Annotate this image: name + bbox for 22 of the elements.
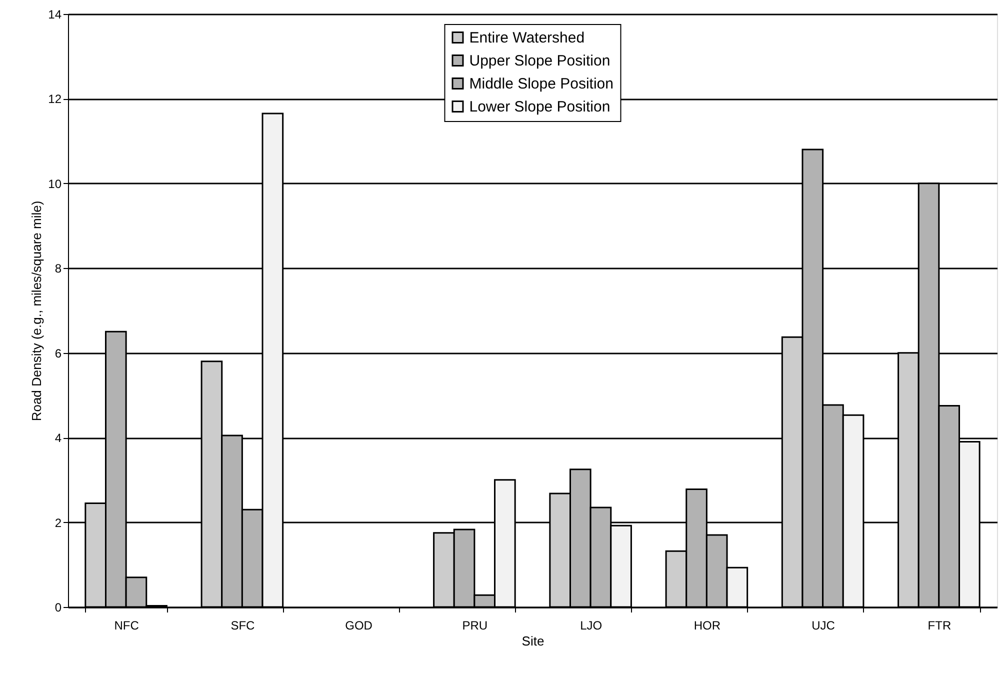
y-tick-label: 8 — [54, 262, 62, 276]
y-tick-label: 10 — [48, 176, 62, 191]
x-tick-label: PRU — [462, 618, 488, 632]
y-tick-label: 12 — [48, 92, 62, 106]
y-tick-label: 0 — [54, 600, 62, 614]
x-tick-label: FTR — [928, 618, 952, 632]
x-tick-label: HOR — [694, 618, 721, 632]
x-tick-label: SFC — [230, 618, 256, 632]
y-tick-label: 6 — [54, 346, 62, 360]
x-tick-label: NFC — [114, 618, 140, 632]
legend-label: Upper Slope Position — [469, 52, 610, 70]
legend-label: Middle Slope Position — [469, 76, 614, 92]
legend-label: Entire Watershed — [469, 30, 585, 46]
legend-label: Lower Slope Position — [469, 98, 610, 116]
x-tick-label: LJO — [580, 618, 602, 632]
y-axis-title: Road Density (e.g., miles/square mile) — [29, 200, 44, 422]
y-tick-label: 14 — [48, 8, 62, 22]
x-tick-label: GOD — [345, 618, 373, 632]
x-axis-title: Site — [522, 634, 544, 648]
x-tick-label: UJC — [812, 618, 836, 632]
y-tick-label: 4 — [54, 431, 62, 446]
y-tick-label: 2 — [54, 516, 62, 530]
